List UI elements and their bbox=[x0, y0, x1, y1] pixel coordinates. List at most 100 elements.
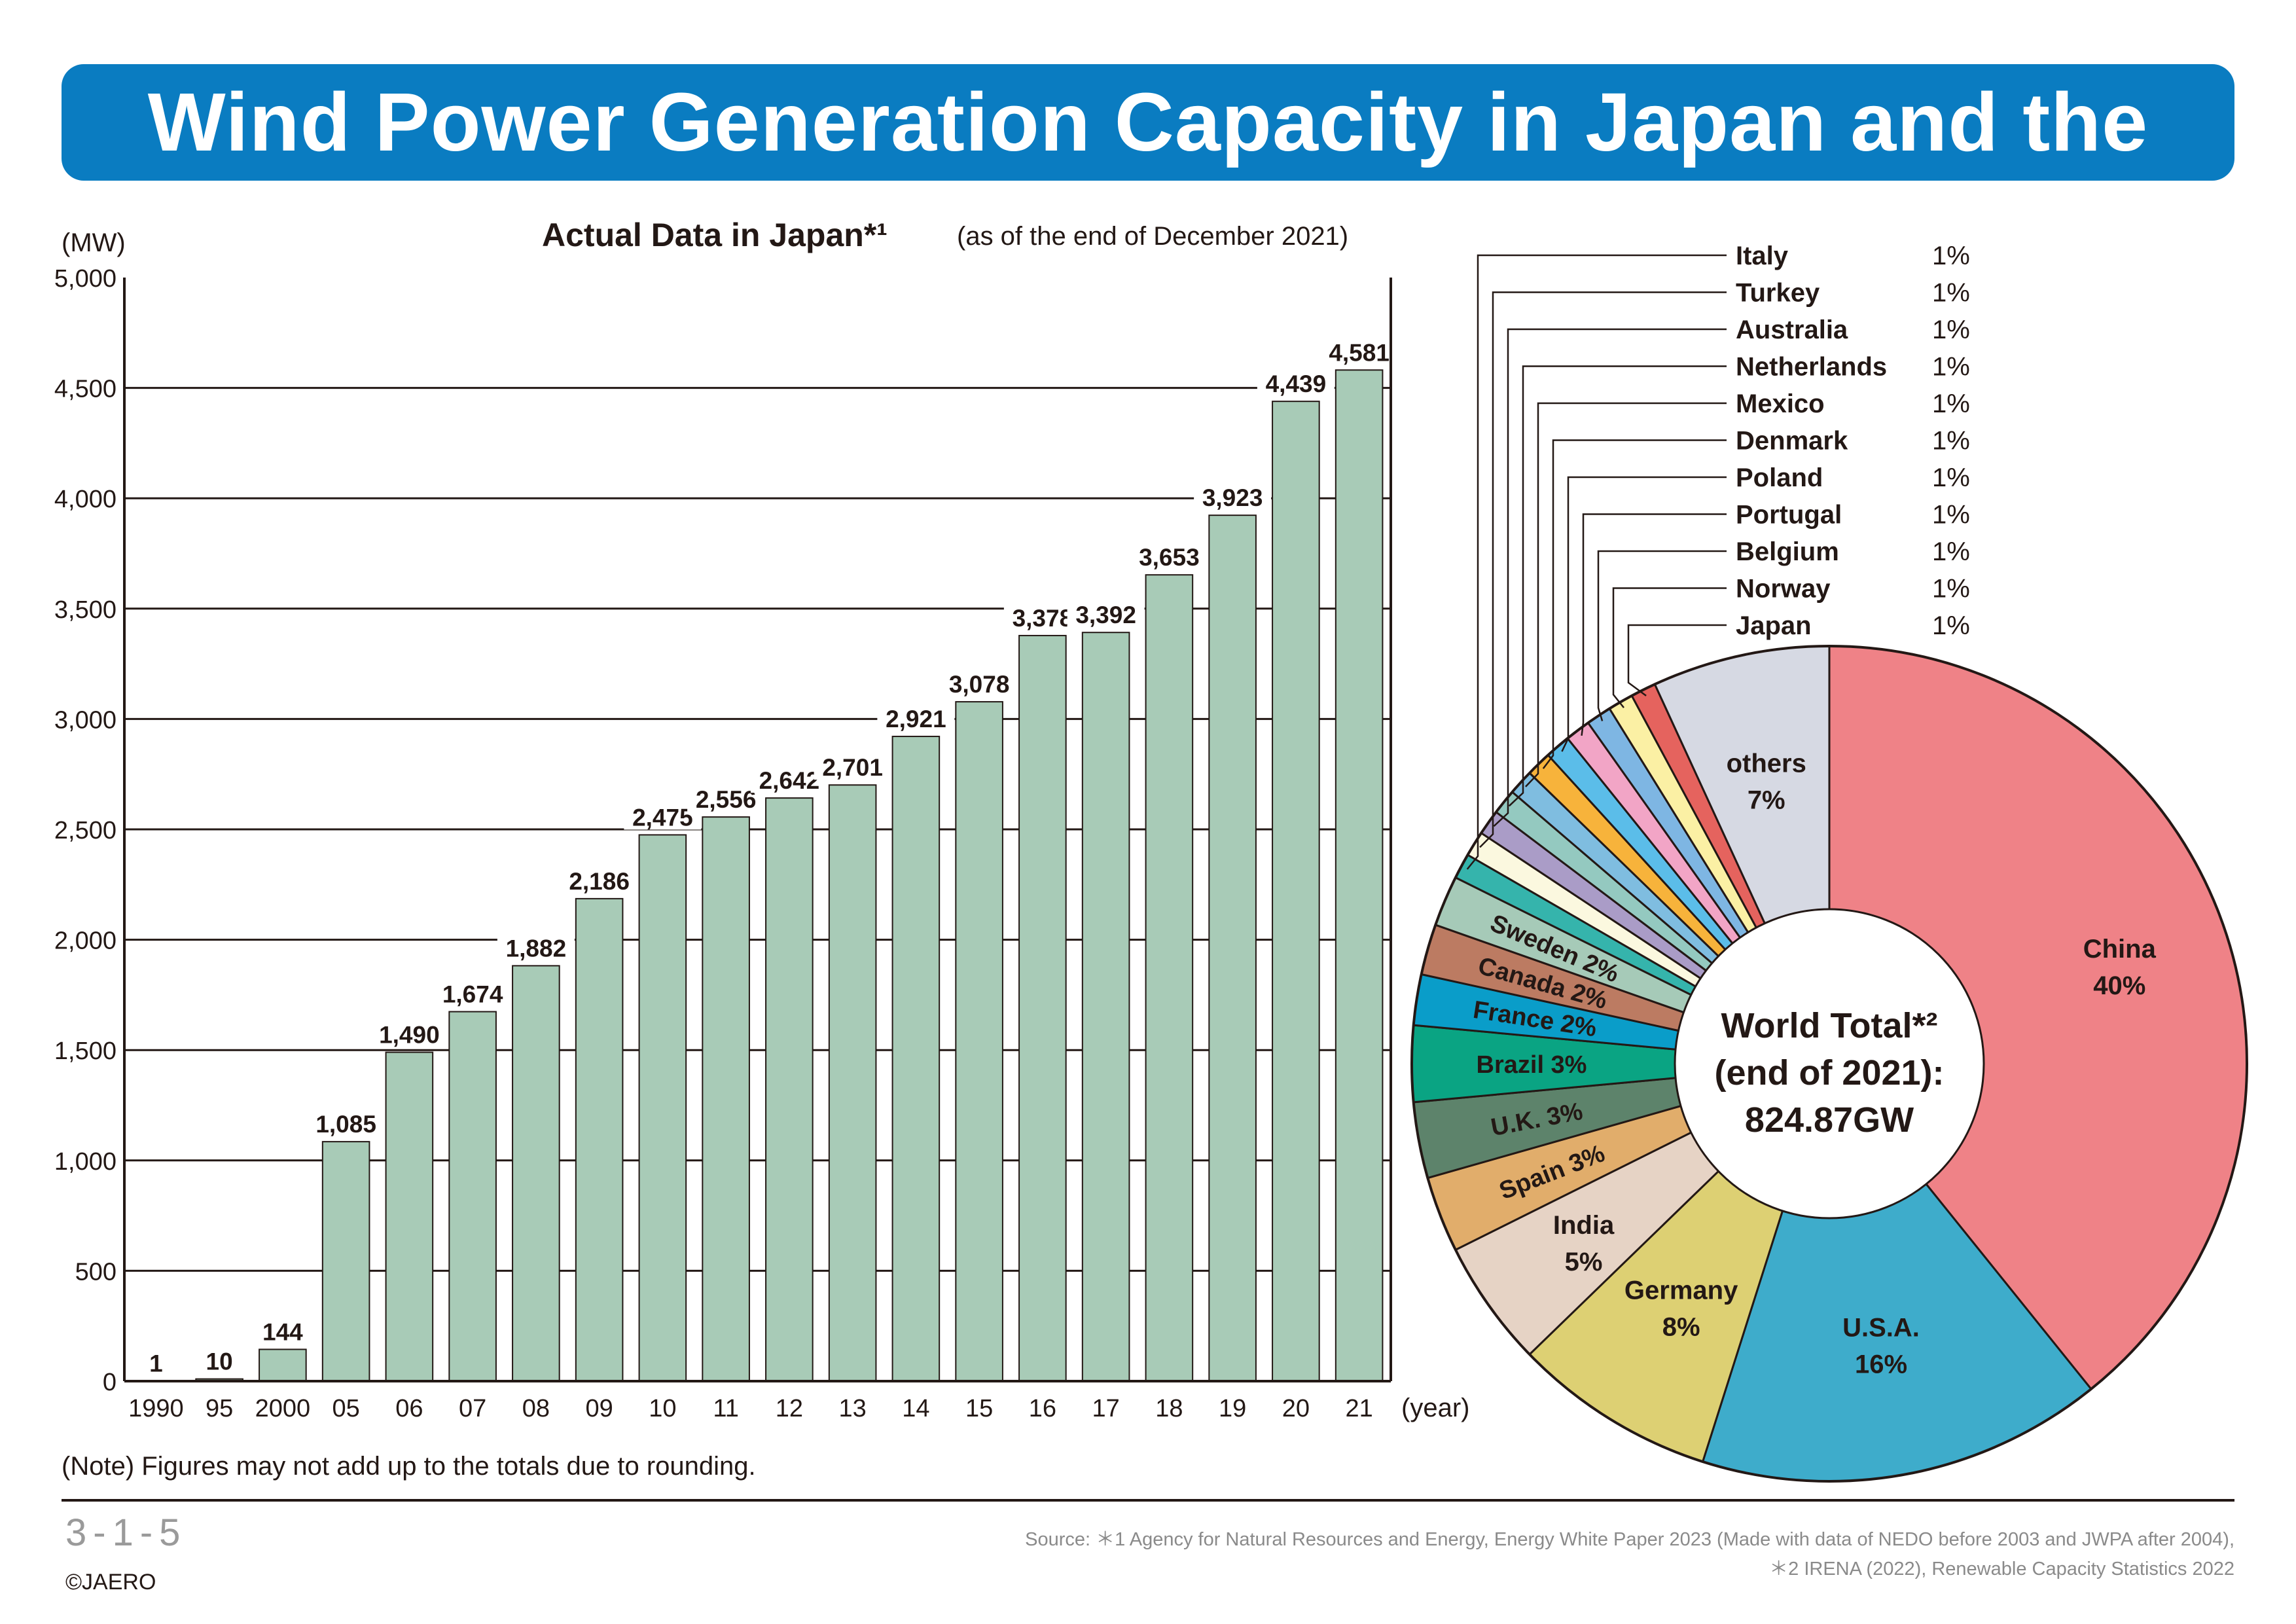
chart-subtitle: (as of the end of December 2021) bbox=[957, 222, 1348, 251]
value-label-bg bbox=[307, 1110, 385, 1137]
value-label-bg bbox=[1130, 543, 1208, 570]
center-label: (end of 2021): bbox=[1714, 1053, 1944, 1092]
value-label: 1,882 bbox=[506, 935, 567, 962]
leader-line bbox=[1561, 476, 1727, 752]
y-tick-label: 3,000 bbox=[54, 706, 117, 734]
bar bbox=[385, 1051, 434, 1382]
legend-label: Italy bbox=[1736, 242, 1789, 270]
pie-outline bbox=[1410, 645, 2248, 1483]
bar bbox=[891, 736, 941, 1382]
x-tick-label: 18 bbox=[1155, 1395, 1183, 1422]
y-tick-label: 1,500 bbox=[54, 1038, 117, 1065]
leader-line bbox=[1612, 587, 1727, 708]
y-tick-label: 4,000 bbox=[54, 486, 117, 513]
legend-pct: 1% bbox=[1932, 537, 1970, 566]
bar bbox=[259, 1348, 307, 1382]
value-label: 144 bbox=[262, 1318, 303, 1345]
y-tick-label: 1,000 bbox=[54, 1148, 117, 1176]
slice-label: Brazil 3% bbox=[1477, 1051, 1587, 1079]
value-label: 3,923 bbox=[1202, 484, 1263, 511]
slice-label: India bbox=[1553, 1211, 1615, 1240]
x-tick-label: 08 bbox=[522, 1395, 550, 1422]
value-label: 4,581 bbox=[1329, 339, 1390, 366]
value-label-bg bbox=[1257, 370, 1335, 397]
value-label: 2,701 bbox=[822, 754, 883, 781]
y-tick-label: 0 bbox=[103, 1369, 117, 1396]
value-label-bg bbox=[814, 753, 891, 780]
x-tick-label: 17 bbox=[1092, 1395, 1119, 1422]
bar bbox=[1018, 634, 1067, 1382]
leader-line bbox=[1493, 328, 1727, 827]
slice-pct: 7% bbox=[1748, 785, 1785, 814]
bar bbox=[1145, 574, 1194, 1382]
bar bbox=[1335, 369, 1384, 1382]
bar-chart: 0 500 1,000 1,500 2,000 2,500 3,000 3,500 4,000 4… bbox=[54, 217, 1470, 1422]
slice-label: U.S.A. bbox=[1842, 1314, 1920, 1343]
title-banner: Wind Power Generation Capacity in Japan … bbox=[62, 64, 2234, 285]
value-label-bg bbox=[1067, 601, 1145, 628]
x-tick-label: 19 bbox=[1219, 1395, 1246, 1422]
value-label: 3,392 bbox=[1075, 602, 1136, 628]
x-tick-label: 21 bbox=[1345, 1395, 1372, 1422]
y-tick-label: 5,000 bbox=[54, 265, 117, 293]
slice-label: Germany bbox=[1624, 1276, 1738, 1305]
value-label-bg bbox=[258, 1318, 307, 1344]
legend-pct: 1% bbox=[1932, 501, 1970, 530]
legend-pct: 1% bbox=[1932, 353, 1970, 382]
legend-pct: 1% bbox=[1932, 427, 1970, 456]
value-label-bg bbox=[146, 1349, 166, 1376]
x-tick-label: 11 bbox=[713, 1395, 738, 1422]
slice-pct: 5% bbox=[1565, 1248, 1603, 1276]
y-tick-label: 500 bbox=[75, 1258, 117, 1286]
value-label-bg bbox=[941, 670, 1018, 697]
page-title: Wind Power Generation Capacity in Japan … bbox=[147, 76, 2149, 285]
bar bbox=[702, 816, 750, 1382]
legend-label: Turkey bbox=[1736, 279, 1820, 308]
legend-pct: 1% bbox=[1932, 611, 1970, 640]
x-axis-label: (year) bbox=[1401, 1394, 1469, 1422]
legend-label: Belgium bbox=[1736, 537, 1839, 566]
value-label-bg bbox=[1320, 338, 1398, 365]
legend-label: Netherlands bbox=[1736, 353, 1887, 382]
x-tick-label: 16 bbox=[1029, 1395, 1056, 1422]
x-tick-label: 06 bbox=[395, 1395, 423, 1422]
leader-line bbox=[1542, 439, 1727, 769]
x-tick-label: 05 bbox=[332, 1395, 359, 1422]
leader-line bbox=[1479, 291, 1727, 848]
bar bbox=[512, 965, 560, 1382]
value-label: 2,556 bbox=[696, 786, 757, 813]
leader-line bbox=[1466, 254, 1727, 870]
x-tick-label: 12 bbox=[776, 1395, 803, 1422]
source-line: Source: ＊1 Agency for Natural Resources … bbox=[1025, 1529, 2234, 1550]
value-label-bg bbox=[370, 1020, 448, 1047]
y-tick-label: 2,500 bbox=[54, 817, 117, 844]
value-label: 3,078 bbox=[949, 671, 1010, 698]
bar bbox=[575, 897, 624, 1382]
value-label-bg bbox=[1194, 484, 1272, 511]
chart-title: Actual Data in Japan*¹ bbox=[542, 217, 888, 253]
copyright: ©JAERO bbox=[65, 1570, 156, 1595]
x-tick-label: 15 bbox=[965, 1395, 993, 1422]
y-tick-label: 2,000 bbox=[54, 928, 117, 955]
source-line: ＊2 IRENA (2022), Renewable Capacity Stat… bbox=[1769, 1559, 2234, 1579]
value-label: 3,653 bbox=[1139, 544, 1200, 571]
legend-label: Poland bbox=[1736, 463, 1823, 492]
value-label-bg bbox=[560, 867, 638, 893]
leader-line bbox=[1597, 550, 1727, 721]
value-label: 1,490 bbox=[379, 1022, 440, 1049]
legend-label: Australia bbox=[1736, 316, 1848, 344]
legend-label: Denmark bbox=[1736, 427, 1848, 456]
center-label: World Total*² bbox=[1721, 1006, 1938, 1045]
x-tick-label: 13 bbox=[838, 1395, 866, 1422]
value-label: 1,674 bbox=[442, 981, 503, 1008]
value-label: 2,642 bbox=[759, 767, 820, 794]
legend-pct: 1% bbox=[1932, 279, 1970, 308]
value-label: 4,439 bbox=[1266, 370, 1327, 397]
bar bbox=[1272, 401, 1320, 1382]
legend-label: Mexico bbox=[1736, 389, 1825, 418]
x-tick-label: 09 bbox=[585, 1395, 613, 1422]
bar bbox=[1208, 514, 1257, 1382]
slice-label: others bbox=[1727, 749, 1806, 778]
figure-number: 3-1-5 bbox=[65, 1511, 187, 1554]
leader-line bbox=[1627, 624, 1727, 696]
